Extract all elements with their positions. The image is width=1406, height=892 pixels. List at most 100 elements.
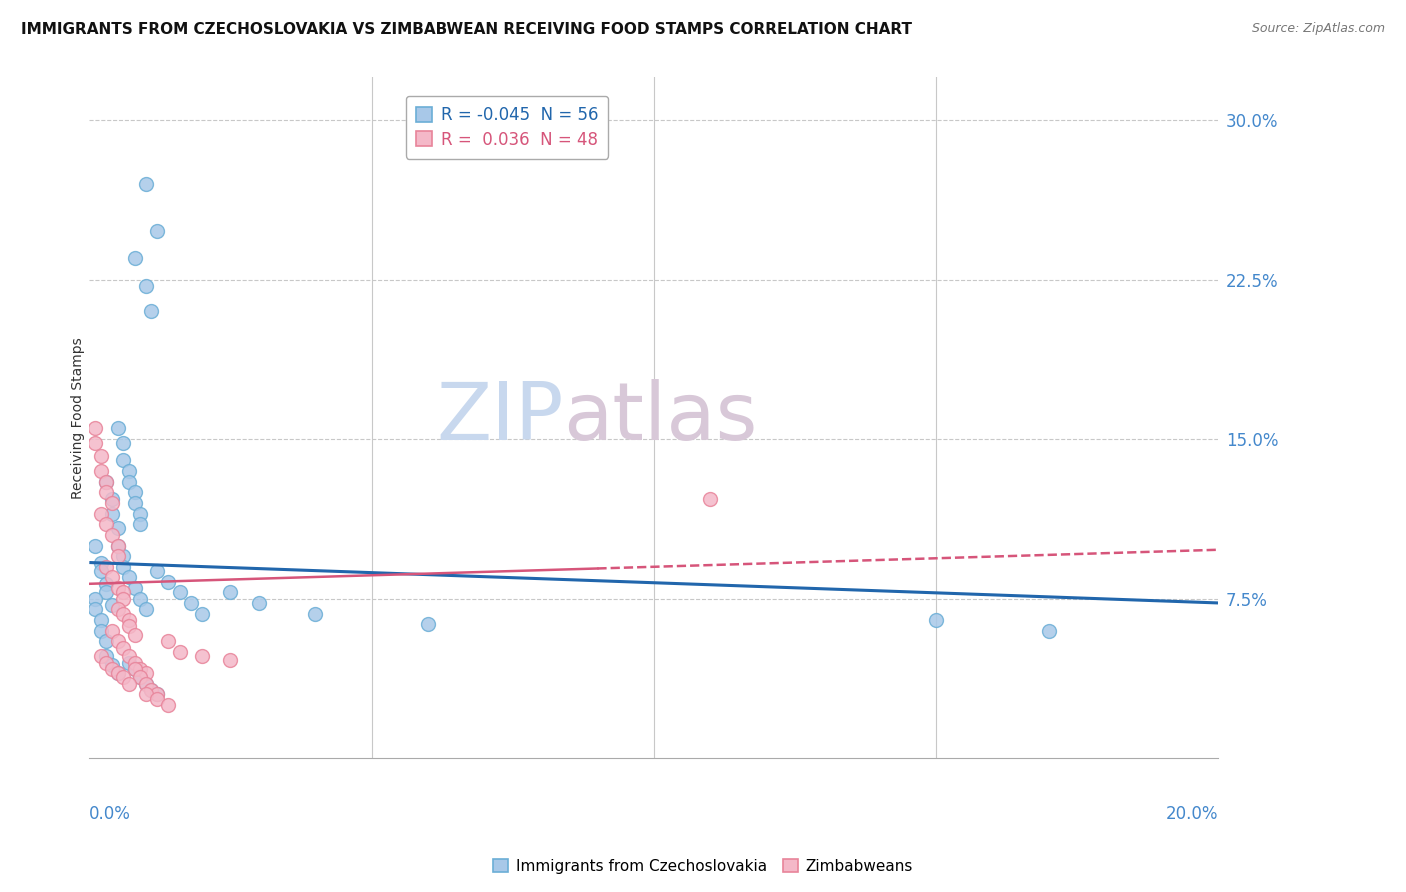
Point bbox=[141, 683, 163, 698]
Point bbox=[118, 475, 141, 489]
Text: IMMIGRANTS FROM CZECHOSLOVAKIA VS ZIMBABWEAN RECEIVING FOOD STAMPS CORRELATION C: IMMIGRANTS FROM CZECHOSLOVAKIA VS ZIMBAB… bbox=[21, 22, 912, 37]
Point bbox=[96, 485, 118, 500]
Point bbox=[84, 602, 107, 616]
Point bbox=[112, 436, 135, 450]
Point bbox=[146, 688, 169, 702]
Point bbox=[129, 591, 152, 606]
Point bbox=[112, 453, 135, 467]
Point bbox=[118, 464, 141, 478]
Point bbox=[90, 564, 112, 578]
Point bbox=[84, 539, 107, 553]
Point bbox=[135, 602, 157, 616]
Point bbox=[124, 662, 146, 676]
Point bbox=[129, 517, 152, 532]
Point bbox=[169, 645, 191, 659]
Point bbox=[101, 507, 124, 521]
Text: atlas: atlas bbox=[564, 379, 758, 457]
Point bbox=[96, 517, 118, 532]
Point bbox=[96, 634, 118, 648]
Point bbox=[124, 581, 146, 595]
Point bbox=[90, 649, 112, 664]
Point bbox=[124, 662, 146, 676]
Point bbox=[129, 662, 152, 676]
Point bbox=[219, 653, 242, 667]
Point bbox=[925, 613, 948, 627]
Point bbox=[129, 670, 152, 684]
Point bbox=[96, 559, 118, 574]
Point bbox=[135, 279, 157, 293]
Point bbox=[699, 491, 721, 506]
Point bbox=[304, 607, 326, 621]
Point bbox=[112, 607, 135, 621]
Point bbox=[124, 496, 146, 510]
Point bbox=[107, 634, 129, 648]
Point bbox=[118, 656, 141, 670]
Point bbox=[118, 613, 141, 627]
Text: 20.0%: 20.0% bbox=[1166, 805, 1218, 823]
Point bbox=[180, 596, 202, 610]
Point bbox=[118, 677, 141, 691]
Point bbox=[96, 585, 118, 599]
Point bbox=[157, 634, 180, 648]
Point bbox=[101, 491, 124, 506]
Point bbox=[157, 698, 180, 712]
Point bbox=[96, 656, 118, 670]
Point bbox=[112, 640, 135, 655]
Point bbox=[124, 628, 146, 642]
Point bbox=[118, 619, 141, 633]
Point bbox=[90, 507, 112, 521]
Point bbox=[107, 666, 129, 681]
Text: ZIP: ZIP bbox=[436, 379, 564, 457]
Point bbox=[124, 656, 146, 670]
Point bbox=[146, 691, 169, 706]
Point bbox=[101, 657, 124, 672]
Point bbox=[129, 670, 152, 684]
Point bbox=[135, 677, 157, 691]
Point bbox=[84, 591, 107, 606]
Point bbox=[247, 596, 270, 610]
Point bbox=[107, 602, 129, 616]
Legend: R = -0.045  N = 56, R =  0.036  N = 48: R = -0.045 N = 56, R = 0.036 N = 48 bbox=[406, 96, 609, 159]
Point bbox=[96, 475, 118, 489]
Point bbox=[90, 449, 112, 463]
Point bbox=[135, 688, 157, 702]
Point bbox=[90, 624, 112, 638]
Point bbox=[101, 662, 124, 676]
Point bbox=[107, 539, 129, 553]
Point bbox=[101, 528, 124, 542]
Point bbox=[112, 585, 135, 599]
Legend: Immigrants from Czechoslovakia, Zimbabweans: Immigrants from Czechoslovakia, Zimbabwe… bbox=[486, 853, 920, 880]
Point bbox=[1038, 624, 1060, 638]
Point bbox=[169, 585, 191, 599]
Point bbox=[107, 539, 129, 553]
Point bbox=[107, 581, 129, 595]
Text: Source: ZipAtlas.com: Source: ZipAtlas.com bbox=[1251, 22, 1385, 36]
Text: 0.0%: 0.0% bbox=[90, 805, 131, 823]
Point bbox=[146, 224, 169, 238]
Point bbox=[118, 649, 141, 664]
Point bbox=[118, 570, 141, 584]
Point bbox=[101, 598, 124, 612]
Point bbox=[135, 677, 157, 691]
Point bbox=[107, 666, 129, 681]
Point bbox=[135, 177, 157, 191]
Point bbox=[135, 666, 157, 681]
Point bbox=[124, 252, 146, 266]
Y-axis label: Receiving Food Stamps: Receiving Food Stamps bbox=[72, 337, 86, 499]
Point bbox=[107, 521, 129, 535]
Point bbox=[107, 421, 129, 435]
Point bbox=[416, 617, 439, 632]
Point bbox=[107, 549, 129, 563]
Point bbox=[96, 649, 118, 664]
Point bbox=[112, 559, 135, 574]
Point bbox=[157, 574, 180, 589]
Point bbox=[101, 624, 124, 638]
Point bbox=[141, 304, 163, 318]
Point bbox=[84, 421, 107, 435]
Point bbox=[90, 556, 112, 570]
Point bbox=[112, 549, 135, 563]
Point bbox=[129, 507, 152, 521]
Point bbox=[141, 683, 163, 698]
Point bbox=[112, 591, 135, 606]
Point bbox=[124, 485, 146, 500]
